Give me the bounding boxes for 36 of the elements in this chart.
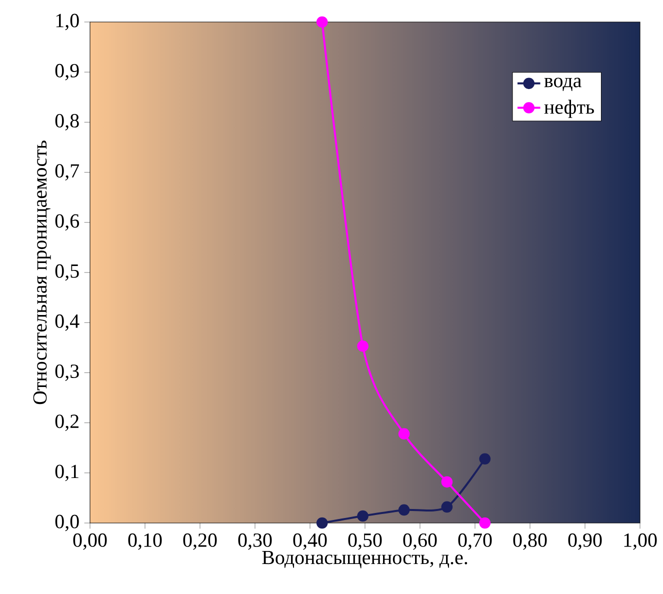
point bbox=[479, 453, 491, 465]
point bbox=[316, 517, 328, 529]
point bbox=[316, 16, 328, 28]
point bbox=[441, 501, 453, 513]
x-tick-label: 0,40 bbox=[293, 533, 327, 550]
x-tick-label: 0,50 bbox=[348, 533, 382, 550]
x-tick-label: 0,70 bbox=[458, 533, 492, 550]
x-axis-title: Водонасыщенность, д.е. bbox=[262, 550, 468, 568]
y-tick-label: 0,6 bbox=[55, 214, 80, 231]
point bbox=[441, 476, 453, 488]
point bbox=[357, 510, 368, 522]
point bbox=[398, 504, 410, 516]
y-tick-label: 0,2 bbox=[55, 414, 78, 431]
x-tick-label: 1,00 bbox=[624, 533, 657, 550]
y-tick-label: 0,7 bbox=[55, 164, 80, 180]
y-tick-label: 0,8 bbox=[55, 114, 79, 130]
y-tick-label: 0,4 bbox=[55, 314, 80, 331]
x-tick-label: 0,90 bbox=[568, 533, 602, 550]
x-tick-label: 0,20 bbox=[183, 533, 217, 550]
point bbox=[479, 517, 491, 529]
legend-label: вода bbox=[544, 78, 582, 91]
y-tick-label: 0,3 bbox=[55, 364, 79, 381]
x-tick-label: 0,10 bbox=[128, 533, 162, 550]
y-tick-label: 0,9 bbox=[55, 64, 79, 80]
x-tick-label: 0,00 bbox=[73, 533, 107, 550]
x-tick-label: 0,80 bbox=[513, 533, 547, 550]
x-tick-label: 0,60 bbox=[403, 533, 437, 550]
x-tick-label: 0,30 bbox=[238, 533, 272, 550]
y-tick-label: 0,5 bbox=[55, 264, 79, 281]
legend-label: нефть bbox=[544, 100, 594, 118]
point bbox=[357, 340, 368, 352]
point bbox=[398, 428, 410, 440]
y-tick-label: 1,0 bbox=[56, 14, 79, 30]
y-axis-title: Относительная проницаемость bbox=[33, 140, 51, 404]
y-tick-label: 0,1 bbox=[55, 464, 78, 482]
y-tick-label: 0,0 bbox=[55, 514, 79, 532]
